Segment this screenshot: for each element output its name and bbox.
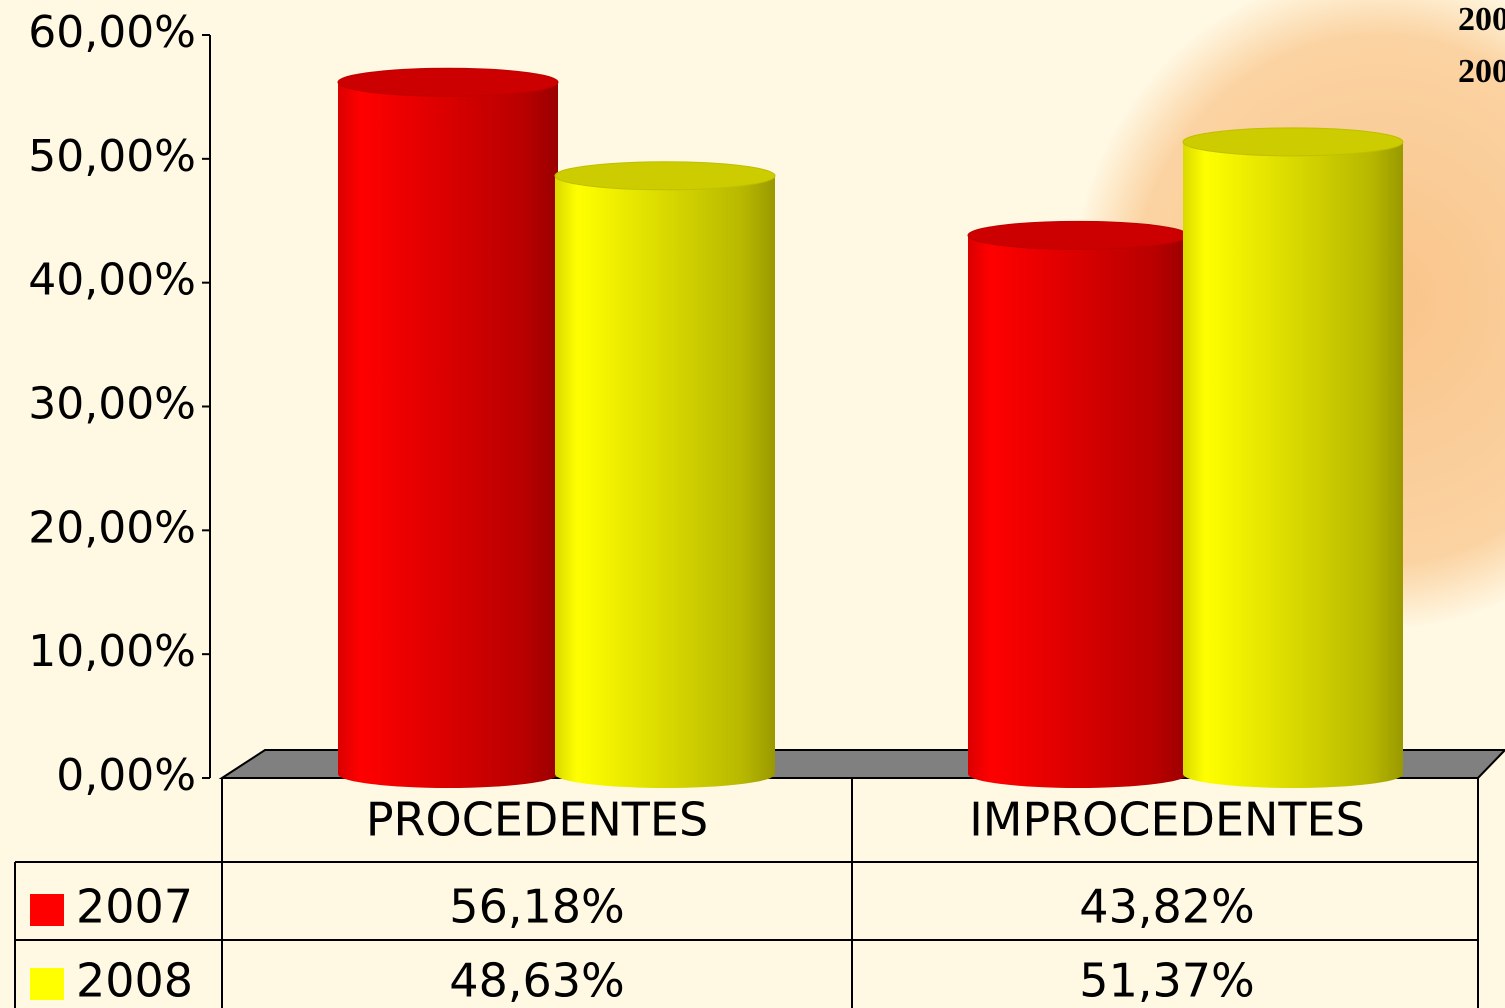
- y-tick-label: 30,00%: [28, 379, 196, 430]
- y-tick-label: 0,00%: [56, 750, 196, 801]
- bar: [337, 67, 559, 789]
- table-value: 56,18%: [449, 880, 624, 934]
- bar-body: [338, 82, 558, 789]
- y-tick-label: 10,00%: [28, 626, 196, 677]
- legend-label: 2008: [1458, 53, 1505, 90]
- legend-swatch: [30, 968, 64, 1000]
- y-tick-label: 50,00%: [28, 131, 196, 182]
- bar: [1182, 127, 1404, 788]
- bar-top: [337, 67, 559, 97]
- table-value: 48,63%: [449, 954, 624, 1008]
- bar-body: [968, 235, 1188, 788]
- bar: [554, 161, 776, 789]
- table-value: 43,82%: [1079, 880, 1254, 934]
- legend-label: 2008: [76, 954, 193, 1008]
- y-tick-label: 40,00%: [28, 255, 196, 306]
- table-value: 51,37%: [1079, 954, 1254, 1008]
- y-tick-label: 60,00%: [28, 7, 196, 58]
- bar-body: [555, 175, 775, 789]
- x-tick-label: IMPROCEDENTES: [969, 793, 1365, 847]
- y-tick-label: 20,00%: [28, 502, 196, 553]
- legend-label: 2007: [76, 880, 193, 934]
- x-tick-label: PROCEDENTES: [366, 793, 708, 847]
- bar-body: [1183, 141, 1403, 788]
- legend-swatch: [30, 894, 64, 926]
- bar-top: [1182, 127, 1404, 157]
- bar-top: [554, 161, 776, 191]
- data-table: [14, 778, 1479, 1008]
- legend-label: 2007: [1458, 1, 1505, 38]
- bar-top: [967, 220, 1189, 250]
- bar: [967, 220, 1189, 788]
